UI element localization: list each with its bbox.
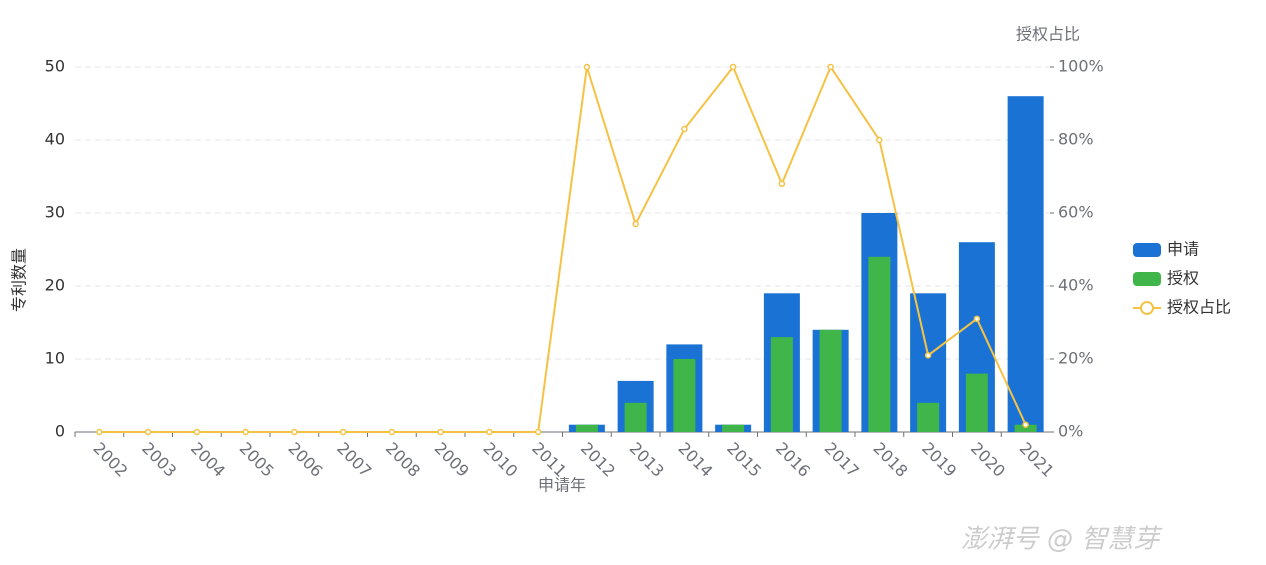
watermark: 澎湃号 @ 智慧芽 — [961, 525, 1164, 555]
y-tick-label: 30 — [45, 203, 65, 222]
y2-tick-label: 100% — [1058, 57, 1104, 76]
bar — [624, 402, 647, 432]
bar — [1014, 424, 1037, 432]
x-tick-label: 2020 — [967, 439, 1009, 481]
legend-swatch — [1140, 301, 1154, 315]
y-tick-label: 40 — [45, 130, 65, 149]
x-tick-label: 2016 — [772, 439, 814, 481]
y2-tick-label: 20% — [1058, 349, 1094, 368]
y2-axis-title: 授权占比 — [1016, 25, 1080, 44]
y-axis-title: 专利数量 — [10, 248, 29, 312]
point — [144, 428, 152, 436]
point — [388, 428, 396, 436]
line — [99, 64, 1027, 433]
bar — [770, 337, 793, 432]
y2-tick-label: 60% — [1058, 203, 1094, 222]
y2-tick-label: 40% — [1058, 276, 1094, 295]
x-tick-label: 2012 — [577, 439, 619, 481]
legend-swatch — [1133, 243, 1161, 257]
bar — [965, 373, 988, 432]
point — [437, 428, 444, 436]
point — [681, 125, 688, 133]
point — [778, 180, 786, 188]
point — [193, 428, 201, 436]
x-tick-label: 2019 — [918, 439, 960, 481]
legend-label[interactable]: 申请 — [1167, 240, 1199, 259]
x-tick-label: 2021 — [1016, 439, 1058, 481]
x-tick-label: 2004 — [187, 439, 229, 481]
x-tick-label: 2014 — [674, 439, 716, 481]
x-tick-label: 2007 — [333, 439, 375, 481]
bar — [819, 329, 842, 432]
point — [924, 352, 932, 359]
point — [291, 428, 298, 436]
x-tick-label: 2015 — [723, 439, 765, 481]
bar — [722, 424, 745, 432]
x-tick-label: 2003 — [138, 439, 180, 481]
point — [632, 220, 639, 228]
point — [583, 63, 591, 71]
y-tick-label: 0 — [55, 422, 65, 441]
x-tick-label: 2006 — [284, 439, 326, 481]
point — [729, 63, 737, 71]
point — [534, 428, 542, 436]
x-tick-label: 2009 — [431, 439, 473, 481]
point — [973, 315, 981, 323]
x-tick-label: 2017 — [821, 439, 863, 481]
y-tick-label: 10 — [45, 349, 65, 368]
x-tick-label: 2013 — [626, 439, 668, 481]
bar — [673, 359, 696, 432]
point — [339, 428, 347, 436]
x-tick-label: 2010 — [479, 439, 521, 481]
x-tick-label: 2011 — [528, 439, 570, 481]
legend-swatch — [1133, 272, 1161, 286]
legend-label[interactable]: 授权 — [1167, 269, 1199, 288]
point — [242, 428, 249, 436]
bar — [1007, 96, 1044, 432]
y-tick-label: 20 — [45, 276, 65, 295]
legend-label[interactable]: 授权占比 — [1167, 298, 1231, 317]
point — [96, 428, 103, 436]
y-tick-label: 50 — [45, 57, 65, 76]
point — [876, 136, 883, 144]
x-tick-label: 2002 — [89, 439, 131, 481]
bar — [868, 256, 891, 432]
point — [827, 63, 834, 71]
bar — [917, 402, 940, 432]
point — [1022, 421, 1029, 428]
bar — [575, 424, 598, 432]
x-axis-title: 申请年 — [538, 476, 586, 495]
y2-tick-label: 80% — [1058, 130, 1094, 149]
x-tick-label: 2005 — [236, 439, 278, 481]
y2-tick-label: 0% — [1058, 422, 1083, 441]
point — [486, 428, 493, 436]
x-tick-label: 2008 — [382, 439, 424, 481]
x-tick-label: 2018 — [869, 439, 911, 481]
